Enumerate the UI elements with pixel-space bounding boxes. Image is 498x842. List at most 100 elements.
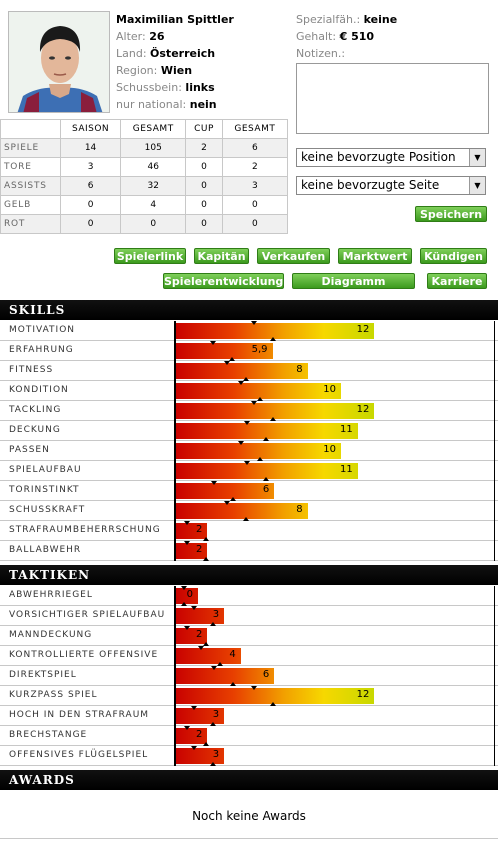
marker-top-icon xyxy=(237,381,244,385)
marker-bottom-icon xyxy=(180,602,187,606)
chevron-down-icon[interactable]: ▼ xyxy=(469,177,485,194)
bar-edge xyxy=(494,341,495,361)
captain-button[interactable]: Kapitän xyxy=(194,248,249,264)
marker-bottom-icon xyxy=(210,622,217,626)
rating-bar: 8 xyxy=(174,503,308,519)
rating-name: ERFAHRUNG xyxy=(9,345,74,355)
bar-axis xyxy=(174,481,176,501)
rating-name: MANNDECKUNG xyxy=(9,630,93,640)
rating-value: 3 xyxy=(212,749,220,760)
special-value: keine xyxy=(363,13,398,26)
development-button[interactable]: Spielerentwicklung xyxy=(163,273,284,289)
bar-axis xyxy=(174,501,176,521)
stats-header: SAISON xyxy=(59,119,122,139)
stats-cell: 0 xyxy=(185,195,223,215)
side-select[interactable]: keine bevorzugte Seite ▼ xyxy=(296,176,486,195)
marker-top-icon xyxy=(244,421,251,425)
player-name: Maximilian Spittler xyxy=(116,13,234,26)
list-item: KONTROLLIERTE OFFENSIVE 4 xyxy=(0,646,498,666)
career-button[interactable]: Karriere xyxy=(427,273,487,289)
chevron-down-icon[interactable]: ▼ xyxy=(469,149,485,166)
playerlink-button[interactable]: Spielerlink xyxy=(114,248,186,264)
awards-empty-text: Noch keine Awards xyxy=(192,809,306,823)
stats-cell: 3 xyxy=(221,176,289,196)
diagram-button[interactable]: Diagramm anzeigen xyxy=(292,273,415,304)
rating-value: 6 xyxy=(262,669,270,680)
notes-label: Notizen.: xyxy=(296,47,346,60)
bar-axis xyxy=(174,686,176,706)
marker-top-icon xyxy=(184,541,191,545)
list-item: MANNDECKUNG 2 xyxy=(0,626,498,646)
tactics-header: TAKTIKEN xyxy=(0,565,498,585)
rating-value: 11 xyxy=(339,464,353,475)
divider xyxy=(0,838,498,839)
sell-button[interactable]: Verkaufen xyxy=(257,248,330,264)
list-item: SPIELAUFBAU 11 xyxy=(0,461,498,481)
table-row: ASSISTS 6 32 0 3 xyxy=(0,176,289,196)
bar-edge xyxy=(494,401,495,421)
bar-edge xyxy=(494,481,495,501)
marker-top-icon xyxy=(224,501,231,505)
salary-value: € 510 xyxy=(339,30,375,43)
marker-bottom-icon xyxy=(229,357,236,361)
stats-cell: 105 xyxy=(120,138,187,158)
avatar-icon xyxy=(9,12,109,112)
marker-top-icon xyxy=(237,441,244,445)
rating-value: 2 xyxy=(196,524,203,535)
rating-name: VORSICHTIGER SPIELAUFBAU xyxy=(9,610,166,620)
rating-name: KONTROLLIERTE OFFENSIVE xyxy=(9,650,159,660)
bar-edge xyxy=(494,321,495,341)
rating-bar: 6 xyxy=(174,483,275,499)
rating-value: 12 xyxy=(356,404,370,415)
rating-value: 12 xyxy=(356,689,370,700)
notes-input[interactable] xyxy=(296,63,489,134)
position-select[interactable]: keine bevorzugte Position ▼ xyxy=(296,148,486,167)
market-value-button[interactable]: Marktwert xyxy=(338,248,412,264)
foot-value: links xyxy=(185,81,215,94)
stats-cell: 6 xyxy=(59,176,122,196)
list-item: TORINSTINKT 6 xyxy=(0,481,498,501)
list-item: ABWEHRRIEGEL 0 xyxy=(0,586,498,606)
table-row: GELB 0 4 0 0 xyxy=(0,195,289,215)
bar-axis xyxy=(174,321,176,341)
stats-cell: 0 xyxy=(59,195,122,215)
marker-bottom-icon xyxy=(230,682,237,686)
rating-value: 8 xyxy=(296,504,303,515)
save-button[interactable]: Speichern xyxy=(415,206,487,222)
bar-axis xyxy=(174,666,176,686)
stats-header: GESAMT xyxy=(120,119,187,139)
bar-axis xyxy=(174,381,176,401)
list-item: VORSICHTIGER SPIELAUFBAU 3 xyxy=(0,606,498,626)
rating-name: TACKLING xyxy=(9,405,62,415)
list-item: ERFAHRUNG 5,9 xyxy=(0,341,498,361)
stats-header: GESAMT xyxy=(221,119,289,139)
rating-value: 6 xyxy=(262,484,270,495)
rating-name: FITNESS xyxy=(9,365,54,375)
marker-bottom-icon xyxy=(230,497,237,501)
rating-bar: 4 xyxy=(174,648,241,664)
rating-name: SCHUSSKRAFT xyxy=(9,505,86,515)
stats-cell: 0 xyxy=(120,214,187,234)
side-select-value: keine bevorzugte Seite xyxy=(301,178,440,192)
marker-bottom-icon xyxy=(270,702,277,706)
rating-name: DECKUNG xyxy=(9,425,61,435)
rating-bar: 11 xyxy=(174,423,358,439)
rating-bar: 12 xyxy=(174,688,375,704)
table-row: TORE 3 46 0 2 xyxy=(0,157,289,177)
list-item: MOTIVATION 12 xyxy=(0,321,498,341)
stats-cell: 0 xyxy=(185,157,223,177)
bar-axis xyxy=(174,726,176,746)
list-item: KURZPASS SPIEL 12 xyxy=(0,686,498,706)
stats-header-row: SAISON GESAMT CUP GESAMT xyxy=(0,119,289,139)
rating-value: 8 xyxy=(296,364,303,375)
stats-header: CUP xyxy=(185,119,223,139)
marker-bottom-icon xyxy=(256,457,263,461)
rating-name: STRAFRAUMBEHERRSCHUNG xyxy=(9,525,161,535)
marker-bottom-icon xyxy=(243,377,250,381)
marker-top-icon xyxy=(244,461,251,465)
marker-bottom-icon xyxy=(270,417,277,421)
stats-cell: 6 xyxy=(221,138,289,158)
dismiss-button[interactable]: Kündigen xyxy=(420,248,487,264)
list-item: BRECHSTANGE 2 xyxy=(0,726,498,746)
